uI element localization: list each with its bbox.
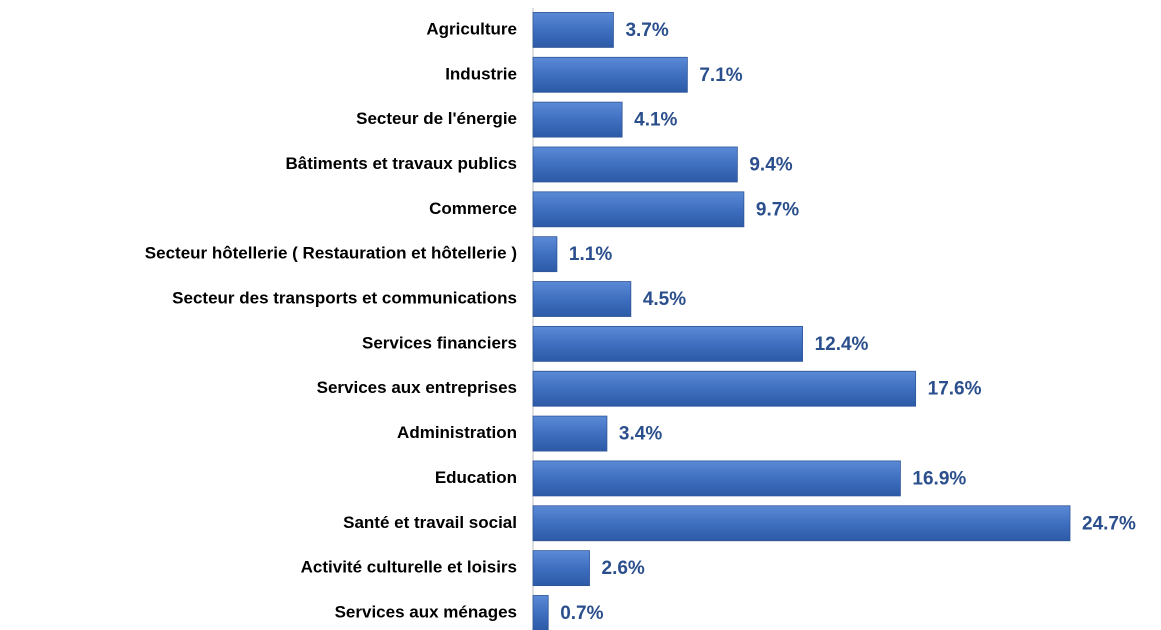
value-label: 7.1% xyxy=(699,65,742,86)
value-label: 2.6% xyxy=(602,558,645,579)
value-label: 9.4% xyxy=(749,154,792,175)
bar xyxy=(532,550,590,587)
bar xyxy=(532,12,614,48)
bar xyxy=(532,146,738,183)
bar xyxy=(532,101,623,138)
category-label: Administration xyxy=(397,423,517,442)
category-label: Secteur des transports et communications xyxy=(172,289,517,308)
category-label: Agriculture xyxy=(426,19,517,38)
value-label: 24.7% xyxy=(1082,513,1136,534)
value-label: 3.7% xyxy=(625,20,668,41)
value-label: 4.5% xyxy=(643,289,686,310)
bar xyxy=(532,370,917,407)
category-label: Bâtiments et travaux publics xyxy=(286,154,517,173)
category-label: Services financiers xyxy=(362,333,517,352)
bar xyxy=(532,460,901,497)
value-label: 0.7% xyxy=(560,603,603,624)
bar xyxy=(532,191,745,228)
value-label: 3.4% xyxy=(619,424,662,445)
value-label: 1.1% xyxy=(569,244,612,265)
bar xyxy=(532,595,549,630)
value-label: 16.9% xyxy=(912,468,966,489)
category-label: Services aux ménages xyxy=(335,602,517,621)
bar xyxy=(532,505,1071,542)
value-label: 12.4% xyxy=(815,334,869,355)
category-label: Commerce xyxy=(429,199,517,218)
category-label: Santé et travail social xyxy=(343,513,517,532)
bar xyxy=(532,236,558,273)
value-label: 4.1% xyxy=(634,110,677,131)
value-label: 17.6% xyxy=(928,379,982,400)
category-label: Education xyxy=(435,468,517,487)
bar xyxy=(532,415,608,452)
bar xyxy=(532,281,632,317)
bar xyxy=(532,325,803,362)
category-label: Services aux entreprises xyxy=(317,378,517,397)
category-label: Secteur de l'énergie xyxy=(356,109,517,128)
value-label: 9.7% xyxy=(756,199,799,220)
category-label: Activité culturelle et loisirs xyxy=(301,558,517,577)
bar xyxy=(532,56,688,93)
category-label: Industrie xyxy=(445,64,517,83)
category-label: Secteur hôtellerie ( Restauration et hôt… xyxy=(145,244,517,263)
